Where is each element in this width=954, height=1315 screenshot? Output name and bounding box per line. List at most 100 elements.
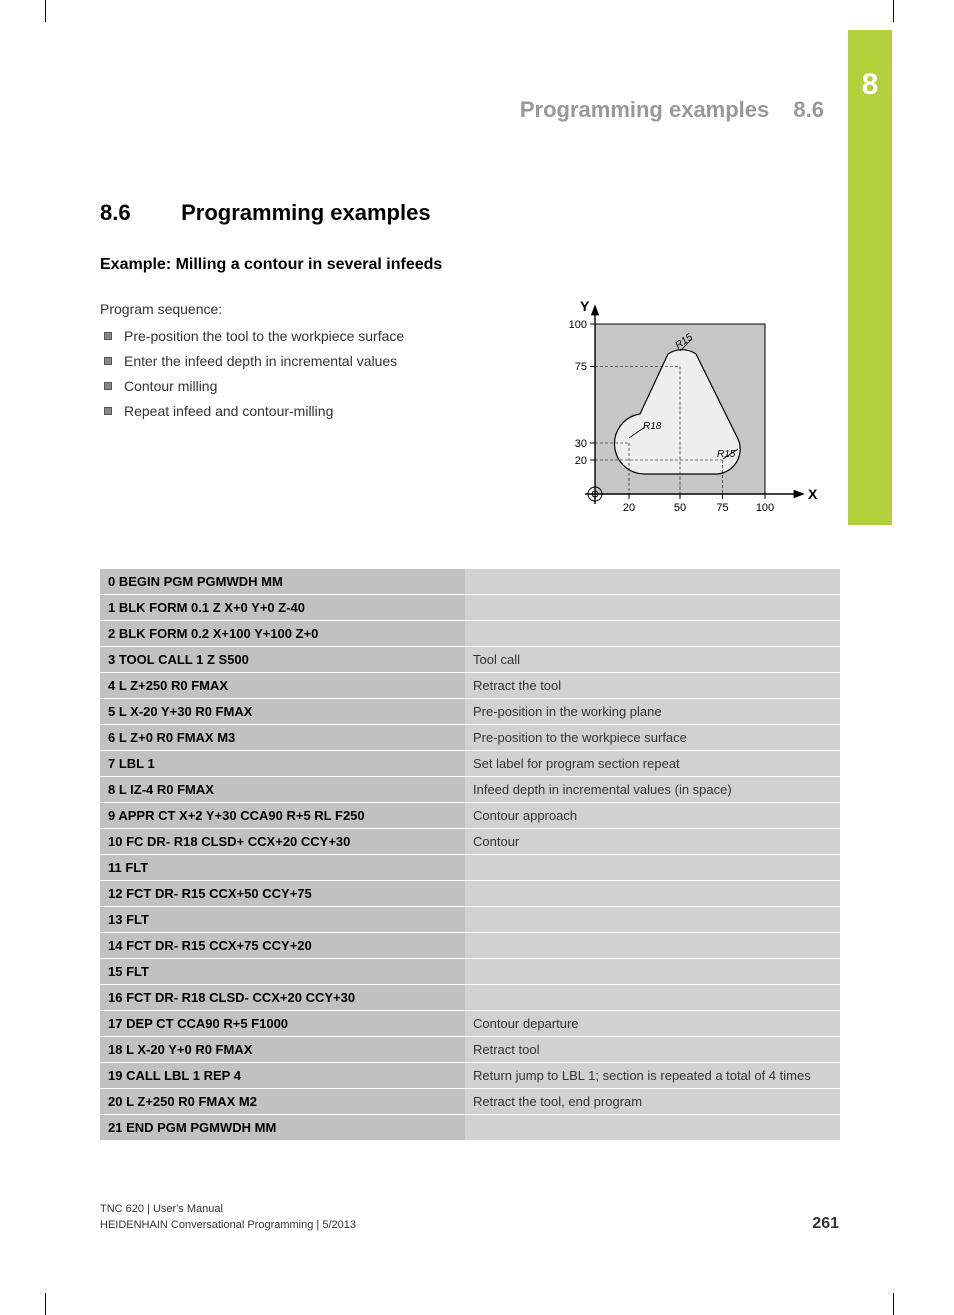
running-header-title: Programming examples [520,97,769,122]
program-code: 7 LBL 1 [100,751,465,777]
table-row: 5 L X-20 Y+30 R0 FMAXPre-position in the… [100,699,840,725]
program-code: 21 END PGM PGMWDH MM [100,1115,465,1141]
svg-text:X: X [808,486,818,502]
page-footer: TNC 620 | User's Manual HEIDENHAIN Conve… [100,1202,839,1233]
program-code: 8 L IZ-4 R0 FMAX [100,777,465,803]
footer-line2: HEIDENHAIN Conversational Programming | … [100,1218,356,1233]
program-table: 0 BEGIN PGM PGMWDH MM1 BLK FORM 0.1 Z X+… [100,569,840,1141]
program-desc: Contour [465,829,840,855]
program-desc [465,933,840,959]
sequence-item: Repeat infeed and contour-milling [118,401,510,422]
svg-text:30: 30 [575,438,587,450]
program-code: 16 FCT DR- R18 CLSD- CCX+20 CCY+30 [100,985,465,1011]
program-code: 20 L Z+250 R0 FMAX M2 [100,1089,465,1115]
table-row: 9 APPR CT X+2 Y+30 CCA90 R+5 RL F250Cont… [100,803,840,829]
program-code: 6 L Z+0 R0 FMAX M3 [100,725,465,751]
table-row: 8 L IZ-4 R0 FMAXInfeed depth in incremen… [100,777,840,803]
svg-text:Y: Y [580,299,590,314]
crop-mark [45,1293,46,1315]
program-desc: Retract the tool [465,673,840,699]
program-code: 12 FCT DR- R15 CCX+50 CCY+75 [100,881,465,907]
program-code: 17 DEP CT CCA90 R+5 F1000 [100,1011,465,1037]
program-desc [465,595,840,621]
table-row: 19 CALL LBL 1 REP 4Return jump to LBL 1;… [100,1063,840,1089]
program-desc [465,907,840,933]
crop-mark [893,0,894,22]
program-code: 9 APPR CT X+2 Y+30 CCA90 R+5 RL F250 [100,803,465,829]
sequence-label: Program sequence: [100,299,510,320]
program-code: 14 FCT DR- R15 CCX+75 CCY+20 [100,933,465,959]
svg-text:20: 20 [623,502,635,514]
program-desc: Pre-position in the working plane [465,699,840,725]
table-row: 21 END PGM PGMWDH MM [100,1115,840,1141]
program-code: 13 FLT [100,907,465,933]
program-code: 1 BLK FORM 0.1 Z X+0 Y+0 Z-40 [100,595,465,621]
program-code: 10 FC DR- R18 CLSD+ CCX+20 CCY+30 [100,829,465,855]
program-desc [465,621,840,647]
program-desc: Pre-position to the workpiece surface [465,725,840,751]
table-row: 1 BLK FORM 0.1 Z X+0 Y+0 Z-40 [100,595,840,621]
sequence-item: Contour milling [118,376,510,397]
contour-diagram: R15 R18 R15 Y X 20 [540,299,840,529]
program-code: 19 CALL LBL 1 REP 4 [100,1063,465,1089]
program-desc [465,985,840,1011]
chapter-tab: 8 [848,30,892,525]
program-code: 11 FLT [100,855,465,881]
program-code: 4 L Z+250 R0 FMAX [100,673,465,699]
table-row: 16 FCT DR- R18 CLSD- CCX+20 CCY+30 [100,985,840,1011]
table-row: 7 LBL 1Set label for program section rep… [100,751,840,777]
program-desc: Infeed depth in incremental values (in s… [465,777,840,803]
program-code: 2 BLK FORM 0.2 X+100 Y+100 Z+0 [100,621,465,647]
sequence-item: Pre-position the tool to the workpiece s… [118,326,510,347]
example-subtitle: Example: Milling a contour in several in… [100,256,840,274]
program-desc [465,1115,840,1141]
table-row: 6 L Z+0 R0 FMAX M3Pre-position to the wo… [100,725,840,751]
program-desc: Tool call [465,647,840,673]
table-row: 10 FC DR- R18 CLSD+ CCX+20 CCY+30Contour [100,829,840,855]
program-desc [465,569,840,595]
sequence-item: Enter the infeed depth in incremental va… [118,351,510,372]
table-row: 20 L Z+250 R0 FMAX M2Retract the tool, e… [100,1089,840,1115]
table-row: 3 TOOL CALL 1 Z S500Tool call [100,647,840,673]
svg-text:75: 75 [575,361,587,373]
svg-text:50: 50 [674,502,686,514]
table-row: 2 BLK FORM 0.2 X+100 Y+100 Z+0 [100,621,840,647]
section-name: Programming examples [181,200,430,225]
program-desc: Retract tool [465,1037,840,1063]
program-desc: Return jump to LBL 1; section is repeate… [465,1063,840,1089]
table-row: 4 L Z+250 R0 FMAXRetract the tool [100,673,840,699]
program-desc: Retract the tool, end program [465,1089,840,1115]
program-code: 0 BEGIN PGM PGMWDH MM [100,569,465,595]
section-title: 8.6 Programming examples [100,200,840,226]
svg-text:100: 100 [569,319,587,331]
crop-mark [45,0,46,22]
section-number: 8.6 [100,200,175,226]
program-code: 3 TOOL CALL 1 Z S500 [100,647,465,673]
program-desc: Contour approach [465,803,840,829]
table-row: 13 FLT [100,907,840,933]
program-desc [465,855,840,881]
program-desc [465,881,840,907]
program-desc: Contour departure [465,1011,840,1037]
running-header-section: 8.6 [793,97,824,122]
program-code: 18 L X-20 Y+0 R0 FMAX [100,1037,465,1063]
sequence-list: Pre-position the tool to the workpiece s… [100,326,510,422]
crop-mark [893,1293,894,1315]
table-row: 15 FLT [100,959,840,985]
table-row: 11 FLT [100,855,840,881]
program-desc [465,959,840,985]
program-code: 5 L X-20 Y+30 R0 FMAX [100,699,465,725]
program-desc: Set label for program section repeat [465,751,840,777]
program-code: 15 FLT [100,959,465,985]
sequence-block: Program sequence: Pre-position the tool … [100,299,510,426]
table-row: 0 BEGIN PGM PGMWDH MM [100,569,840,595]
running-header: Programming examples 8.6 [520,97,824,123]
page-number: 261 [812,1215,839,1233]
svg-text:100: 100 [756,502,774,514]
footer-line1: TNC 620 | User's Manual [100,1202,356,1217]
svg-text:75: 75 [716,502,728,514]
svg-text:20: 20 [575,455,587,467]
svg-text:R18: R18 [643,421,662,432]
page-content: 8.6 Programming examples Example: Millin… [100,200,840,1141]
table-row: 12 FCT DR- R15 CCX+50 CCY+75 [100,881,840,907]
